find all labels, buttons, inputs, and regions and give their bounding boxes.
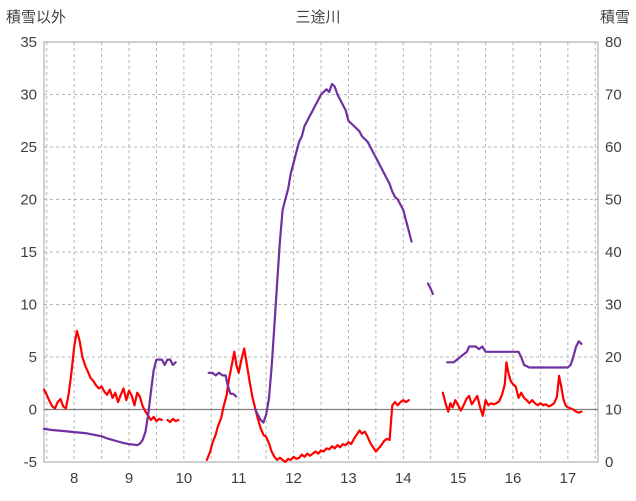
svg-text:15: 15 — [20, 244, 37, 261]
svg-text:60: 60 — [605, 139, 622, 156]
svg-text:12: 12 — [285, 470, 302, 487]
right-axis-title: 積雪 — [599, 9, 630, 26]
svg-text:30: 30 — [605, 297, 622, 314]
left-axis-title: 積雪以外 — [6, 9, 67, 26]
svg-text:10: 10 — [176, 470, 193, 487]
svg-text:25: 25 — [20, 139, 37, 156]
svg-text:10: 10 — [20, 297, 37, 314]
svg-text:8: 8 — [70, 470, 78, 487]
svg-text:0: 0 — [29, 402, 37, 419]
svg-text:50: 50 — [605, 192, 622, 209]
svg-text:20: 20 — [605, 349, 622, 366]
svg-text:14: 14 — [395, 470, 412, 487]
svg-text:-5: -5 — [24, 454, 37, 471]
svg-text:5: 5 — [29, 349, 37, 366]
svg-text:15: 15 — [450, 470, 467, 487]
svg-text:16: 16 — [505, 470, 522, 487]
svg-text:35: 35 — [20, 34, 37, 51]
svg-text:9: 9 — [125, 470, 133, 487]
svg-text:0: 0 — [605, 454, 613, 471]
svg-text:80: 80 — [605, 34, 622, 51]
svg-text:17: 17 — [559, 470, 576, 487]
svg-text:10: 10 — [605, 402, 622, 419]
svg-text:20: 20 — [20, 192, 37, 209]
svg-text:70: 70 — [605, 87, 622, 104]
svg-text:13: 13 — [340, 470, 357, 487]
svg-text:40: 40 — [605, 244, 622, 261]
svg-text:30: 30 — [20, 87, 37, 104]
svg-text:11: 11 — [231, 470, 247, 487]
